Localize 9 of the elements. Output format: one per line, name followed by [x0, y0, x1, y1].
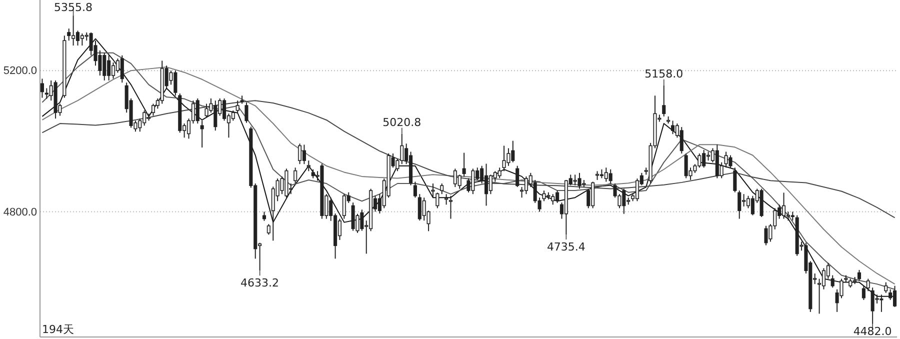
y-tick-label: 4800.0 [3, 206, 37, 218]
annotation: 5020.8 [382, 116, 422, 129]
y-tick-label: 5200.0 [3, 65, 37, 78]
annotation: 5158.0 [644, 67, 684, 80]
annotation: 4735.4 [546, 240, 586, 254]
annotation: 194天 [42, 323, 74, 336]
annotation: 5355.8 [54, 1, 93, 14]
annotation: 4633.2 [240, 276, 280, 290]
annotation: 4482.0 [853, 325, 892, 338]
